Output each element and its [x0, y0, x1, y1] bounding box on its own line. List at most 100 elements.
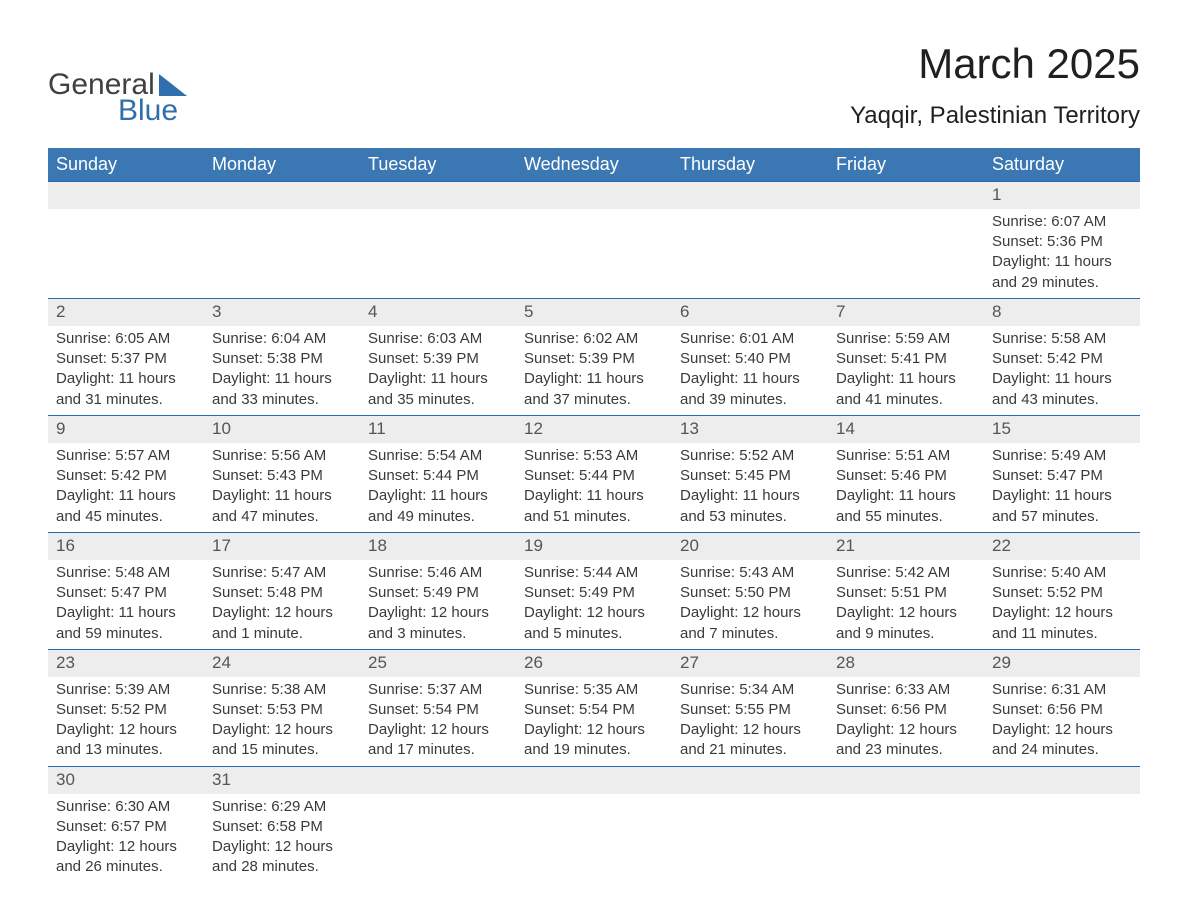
- day-body: Sunrise: 6:33 AMSunset: 6:56 PMDaylight:…: [828, 677, 984, 766]
- day-body: Sunrise: 5:42 AMSunset: 5:51 PMDaylight:…: [828, 560, 984, 649]
- daylight-line-2: and 1 minute.: [212, 624, 352, 644]
- daylight-line-1: Daylight: 12 hours: [524, 603, 664, 623]
- day-number: 4: [360, 299, 516, 326]
- sunrise-line: Sunrise: 5:54 AM: [368, 446, 508, 466]
- day-body: Sunrise: 5:54 AMSunset: 5:44 PMDaylight:…: [360, 443, 516, 532]
- sunset-line: Sunset: 5:36 PM: [992, 232, 1132, 252]
- daylight-line-2: and 33 minutes.: [212, 390, 352, 410]
- calendar-cell: [672, 766, 828, 882]
- calendar-week: 2Sunrise: 6:05 AMSunset: 5:37 PMDaylight…: [48, 298, 1140, 415]
- sunset-line: Sunset: 5:54 PM: [368, 700, 508, 720]
- day-number: 28: [828, 650, 984, 677]
- header: General Blue March 2025 Yaqqir, Palestin…: [48, 40, 1140, 130]
- day-body: Sunrise: 6:03 AMSunset: 5:39 PMDaylight:…: [360, 326, 516, 415]
- sunrise-line: Sunrise: 5:44 AM: [524, 563, 664, 583]
- sunrise-line: Sunrise: 5:51 AM: [836, 446, 976, 466]
- title-block: March 2025 Yaqqir, Palestinian Territory: [850, 40, 1140, 130]
- day-number: [828, 182, 984, 209]
- daylight-line-1: Daylight: 12 hours: [524, 720, 664, 740]
- daylight-line-1: Daylight: 11 hours: [992, 486, 1132, 506]
- sunset-line: Sunset: 5:39 PM: [368, 349, 508, 369]
- calendar-cell: 8Sunrise: 5:58 AMSunset: 5:42 PMDaylight…: [984, 298, 1140, 415]
- day-body: Sunrise: 5:34 AMSunset: 5:55 PMDaylight:…: [672, 677, 828, 766]
- daylight-line-2: and 45 minutes.: [56, 507, 196, 527]
- sunrise-line: Sunrise: 6:29 AM: [212, 797, 352, 817]
- calendar-cell: [360, 766, 516, 882]
- sunrise-line: Sunrise: 6:07 AM: [992, 212, 1132, 232]
- sunrise-line: Sunrise: 5:58 AM: [992, 329, 1132, 349]
- day-body: Sunrise: 6:05 AMSunset: 5:37 PMDaylight:…: [48, 326, 204, 415]
- sunset-line: Sunset: 5:42 PM: [56, 466, 196, 486]
- daylight-line-2: and 41 minutes.: [836, 390, 976, 410]
- sunset-line: Sunset: 6:56 PM: [836, 700, 976, 720]
- day-body: [828, 209, 984, 287]
- calendar-cell: 27Sunrise: 5:34 AMSunset: 5:55 PMDayligh…: [672, 649, 828, 766]
- sunset-line: Sunset: 5:47 PM: [56, 583, 196, 603]
- weekday-header: Sunday: [48, 148, 204, 182]
- sunset-line: Sunset: 5:49 PM: [524, 583, 664, 603]
- sunset-line: Sunset: 5:53 PM: [212, 700, 352, 720]
- daylight-line-2: and 3 minutes.: [368, 624, 508, 644]
- daylight-line-2: and 57 minutes.: [992, 507, 1132, 527]
- day-body: Sunrise: 5:48 AMSunset: 5:47 PMDaylight:…: [48, 560, 204, 649]
- daylight-line-1: Daylight: 11 hours: [524, 369, 664, 389]
- day-body: Sunrise: 5:35 AMSunset: 5:54 PMDaylight:…: [516, 677, 672, 766]
- sunrise-line: Sunrise: 5:34 AM: [680, 680, 820, 700]
- day-body: [516, 794, 672, 872]
- day-number: 25: [360, 650, 516, 677]
- sunset-line: Sunset: 5:54 PM: [524, 700, 664, 720]
- sunset-line: Sunset: 5:45 PM: [680, 466, 820, 486]
- calendar-week: 1Sunrise: 6:07 AMSunset: 5:36 PMDaylight…: [48, 182, 1140, 299]
- sunset-line: Sunset: 5:48 PM: [212, 583, 352, 603]
- day-body: Sunrise: 6:01 AMSunset: 5:40 PMDaylight:…: [672, 326, 828, 415]
- day-number: 30: [48, 767, 204, 794]
- sunrise-line: Sunrise: 6:01 AM: [680, 329, 820, 349]
- daylight-line-2: and 37 minutes.: [524, 390, 664, 410]
- day-body: Sunrise: 6:31 AMSunset: 6:56 PMDaylight:…: [984, 677, 1140, 766]
- sunset-line: Sunset: 5:39 PM: [524, 349, 664, 369]
- calendar-cell: 23Sunrise: 5:39 AMSunset: 5:52 PMDayligh…: [48, 649, 204, 766]
- sunrise-line: Sunrise: 5:46 AM: [368, 563, 508, 583]
- sunset-line: Sunset: 5:38 PM: [212, 349, 352, 369]
- daylight-line-1: Daylight: 11 hours: [56, 486, 196, 506]
- calendar-cell: 19Sunrise: 5:44 AMSunset: 5:49 PMDayligh…: [516, 532, 672, 649]
- calendar-cell: 29Sunrise: 6:31 AMSunset: 6:56 PMDayligh…: [984, 649, 1140, 766]
- daylight-line-1: Daylight: 12 hours: [368, 603, 508, 623]
- day-number: 26: [516, 650, 672, 677]
- sunrise-line: Sunrise: 5:35 AM: [524, 680, 664, 700]
- sunset-line: Sunset: 5:52 PM: [992, 583, 1132, 603]
- day-number: [516, 182, 672, 209]
- daylight-line-2: and 19 minutes.: [524, 740, 664, 760]
- daylight-line-2: and 28 minutes.: [212, 857, 352, 877]
- sunset-line: Sunset: 6:57 PM: [56, 817, 196, 837]
- day-body: Sunrise: 5:58 AMSunset: 5:42 PMDaylight:…: [984, 326, 1140, 415]
- sunrise-line: Sunrise: 5:38 AM: [212, 680, 352, 700]
- weekday-header: Wednesday: [516, 148, 672, 182]
- daylight-line-2: and 53 minutes.: [680, 507, 820, 527]
- calendar-cell: 22Sunrise: 5:40 AMSunset: 5:52 PMDayligh…: [984, 532, 1140, 649]
- sunrise-line: Sunrise: 6:02 AM: [524, 329, 664, 349]
- day-number: 3: [204, 299, 360, 326]
- sunset-line: Sunset: 6:58 PM: [212, 817, 352, 837]
- sunrise-line: Sunrise: 5:39 AM: [56, 680, 196, 700]
- day-body: Sunrise: 5:38 AMSunset: 5:53 PMDaylight:…: [204, 677, 360, 766]
- sunrise-line: Sunrise: 5:53 AM: [524, 446, 664, 466]
- day-body: Sunrise: 5:53 AMSunset: 5:44 PMDaylight:…: [516, 443, 672, 532]
- sunrise-line: Sunrise: 5:49 AM: [992, 446, 1132, 466]
- daylight-line-1: Daylight: 11 hours: [680, 486, 820, 506]
- daylight-line-1: Daylight: 12 hours: [212, 603, 352, 623]
- sunrise-line: Sunrise: 6:31 AM: [992, 680, 1132, 700]
- daylight-line-1: Daylight: 12 hours: [836, 603, 976, 623]
- sunrise-line: Sunrise: 5:43 AM: [680, 563, 820, 583]
- day-number: [360, 182, 516, 209]
- sunrise-line: Sunrise: 5:37 AM: [368, 680, 508, 700]
- calendar-cell: [516, 766, 672, 882]
- calendar-cell: 20Sunrise: 5:43 AMSunset: 5:50 PMDayligh…: [672, 532, 828, 649]
- day-number: 31: [204, 767, 360, 794]
- day-number: 21: [828, 533, 984, 560]
- daylight-line-2: and 31 minutes.: [56, 390, 196, 410]
- weekday-header: Tuesday: [360, 148, 516, 182]
- calendar-cell: 17Sunrise: 5:47 AMSunset: 5:48 PMDayligh…: [204, 532, 360, 649]
- calendar-cell: 16Sunrise: 5:48 AMSunset: 5:47 PMDayligh…: [48, 532, 204, 649]
- weekday-header: Saturday: [984, 148, 1140, 182]
